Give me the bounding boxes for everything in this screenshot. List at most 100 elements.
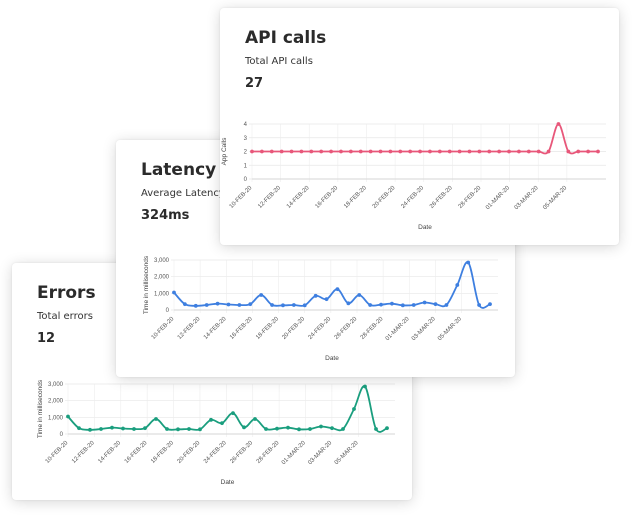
errors-x-tick-label: 18-FEB-20 [150,440,175,465]
latency-data-point [466,260,471,265]
api-data-point [437,149,442,154]
api-data-point [477,149,482,154]
errors-y-tick-label: 1,000 [48,415,64,421]
api-x-tick-label: 20-FEB-20 [372,185,397,210]
api-x-tick-label: 24-FEB-20 [400,185,425,210]
api-data-point [398,149,403,154]
errors-data-point [121,426,125,431]
latency-data-point [379,302,383,307]
errors-data-point [187,427,191,431]
api-calls-card: API calls Total API calls 27 0 1 2 3 4 10-FEB… [220,8,619,245]
errors-series-line [67,385,388,433]
errors-data-point [176,427,180,432]
errors-y-tick-label: 3,000 [48,382,64,388]
latency-data-point [204,303,209,307]
api-data-point [358,149,363,154]
errors-data-point [220,421,224,426]
latency-data-point [455,283,460,287]
api-data-point [368,149,373,154]
api-data-point [418,149,422,154]
api-data-point [497,149,502,154]
api-data-point [536,149,541,154]
latency-subtitle: Average Latency [141,188,225,199]
errors-data-point [77,426,81,431]
errors-data-point [286,425,290,430]
latency-y-axis-label: Time in milliseconds [143,255,150,314]
errors-data-point [319,424,323,429]
latency-x-tick-label: 10-FEB-20 [151,316,176,341]
errors-data-point [308,427,312,431]
errors-data-point [242,425,246,430]
latency-data-point [335,287,340,292]
errors-data-point [297,427,301,432]
errors-data-point [110,425,114,430]
errors-chart: 0 1,000 2,000 3,000 10-FEB-20 12-FEB-20 14-FEB… [37,379,395,486]
latency-data-point [357,293,362,297]
latency-data-point [237,303,242,307]
api-calls-title: API calls [245,28,327,48]
api-x-tick-label: 10-FEB-20 [229,185,254,210]
api-y-tick-label: 2 [244,150,248,156]
latency-x-tick-label: 14-FEB-20 [203,316,228,341]
api-y-axis-label: App Calls [221,137,228,166]
api-data-point [447,149,452,154]
errors-data-point [99,427,103,431]
errors-x-tick-label: 26-FEB-20 [229,440,254,465]
api-y-tick-label: 0 [244,177,248,183]
errors-data-point [330,426,334,431]
latency-data-point [172,290,176,295]
api-data-point [388,149,393,154]
latency-x-tick-label: 18-FEB-20 [255,316,280,341]
errors-data-point [275,426,279,431]
latency-data-point [477,303,482,307]
api-data-point [507,149,511,154]
errors-data-point [264,427,268,431]
errors-x-tick-label: 28-FEB-20 [256,440,281,465]
api-data-point [329,149,333,154]
latency-data-point [422,300,427,305]
api-data-point [566,149,571,154]
errors-data-point [374,427,378,431]
api-series-line [252,123,598,155]
api-data-point [348,149,353,154]
api-x-tick-label: 05-MAR-20 [542,185,568,211]
api-data-point [289,149,294,154]
latency-x-tick-label: 03-MAR-20 [411,316,437,342]
api-data-point [428,149,432,154]
api-data-point [339,149,343,154]
errors-data-point [341,427,345,431]
latency-data-point [368,303,373,307]
api-data-point [556,122,561,126]
errors-data-point [143,426,147,431]
errors-data-point [88,427,92,432]
api-data-point [259,149,264,154]
latency-data-point [324,297,329,302]
latency-data-point [400,303,405,308]
api-y-tick-label: 4 [244,122,248,128]
errors-x-tick-label: 01-MAR-20 [281,440,307,466]
latency-title: Latency [141,160,217,180]
latency-x-tick-label: 24-FEB-20 [308,316,333,341]
api-y-tick-label: 3 [244,136,248,142]
api-data-point [269,149,274,154]
api-data-point [487,149,492,154]
api-x-tick-label: 16-FEB-20 [315,185,340,210]
errors-subtitle: Total errors [37,311,93,322]
api-data-point [319,149,324,154]
errors-title: Errors [37,283,96,303]
api-x-tick-label: 12-FEB-20 [257,185,282,210]
api-y-tick-label: 1 [244,163,248,169]
latency-data-point [182,302,187,307]
errors-y-tick-label: 2,000 [48,399,64,405]
errors-x-tick-label: 14-FEB-20 [97,440,122,465]
latency-card: Latency Average Latency 324ms 0 1,000 2,00… [116,140,515,377]
latency-data-point [444,303,449,307]
errors-x-tick-label: 20-FEB-20 [177,440,202,465]
latency-data-point [488,302,492,307]
api-x-tick-label: 28-FEB-20 [458,185,483,210]
api-calls-subtitle: Total API calls [245,56,313,67]
errors-data-point [209,417,213,422]
errors-x-tick-label: 05-MAR-20 [334,440,360,466]
api-data-point [299,149,304,154]
errors-value: 12 [37,331,56,346]
